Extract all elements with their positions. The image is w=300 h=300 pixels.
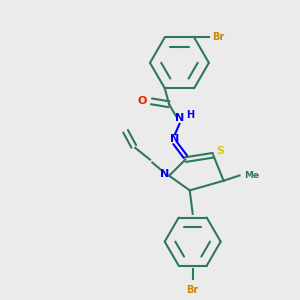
Text: N: N: [160, 169, 169, 179]
Text: S: S: [216, 146, 224, 156]
Text: N: N: [170, 134, 180, 143]
Text: H: H: [187, 110, 195, 120]
Text: Br: Br: [187, 285, 199, 295]
Text: Br: Br: [212, 32, 224, 43]
Text: O: O: [137, 96, 146, 106]
Text: N: N: [175, 113, 184, 123]
Text: Me: Me: [244, 171, 259, 180]
